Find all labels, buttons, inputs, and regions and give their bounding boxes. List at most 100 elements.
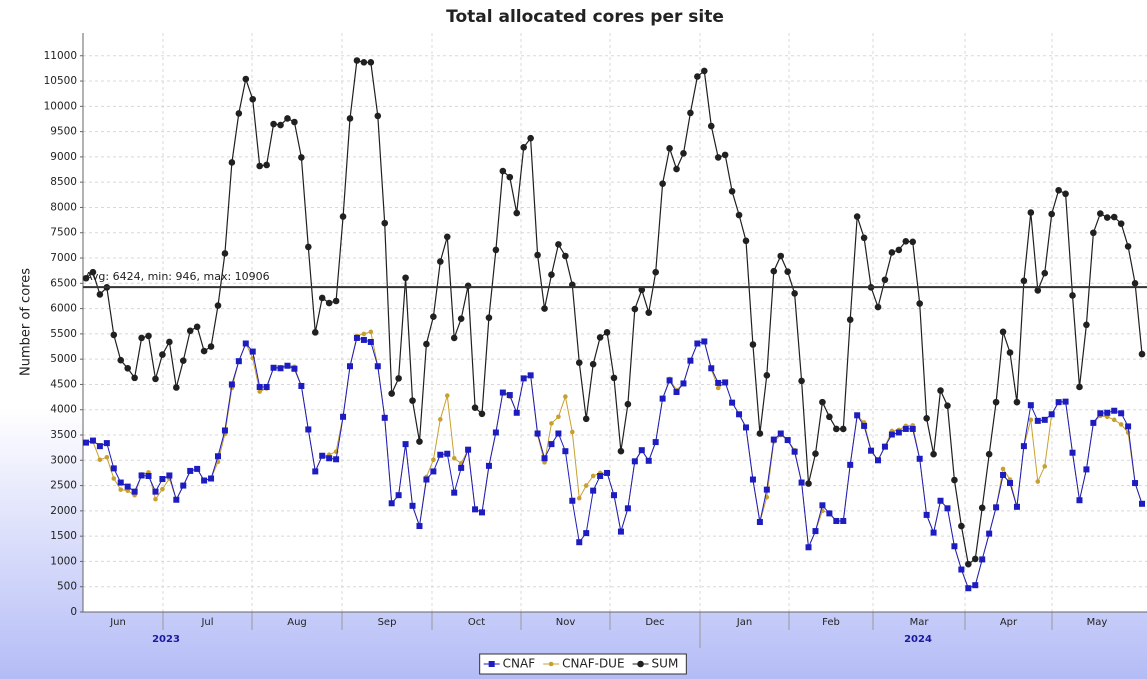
point	[249, 95, 257, 103]
point	[570, 429, 575, 435]
point	[923, 511, 930, 518]
x-year-label: 2023	[152, 634, 180, 645]
point	[145, 332, 152, 340]
point	[707, 122, 715, 130]
plot-area	[83, 33, 1147, 612]
point	[471, 404, 479, 412]
point	[159, 351, 166, 358]
point	[1027, 402, 1034, 409]
x-tick-label: Apr	[1000, 617, 1018, 628]
point	[548, 441, 555, 448]
point	[117, 479, 124, 486]
y-tick-label: 8000	[50, 201, 77, 213]
point	[1118, 422, 1124, 427]
point	[257, 389, 262, 394]
point	[110, 331, 118, 339]
point	[624, 505, 631, 512]
x-tick-label: Oct	[468, 617, 485, 628]
point	[1097, 410, 1104, 417]
point	[284, 362, 291, 369]
point	[756, 430, 764, 437]
point	[555, 430, 562, 437]
point	[777, 430, 784, 437]
point	[666, 144, 673, 152]
point	[187, 467, 194, 474]
x-tick-label: Feb	[822, 617, 840, 628]
point	[451, 489, 458, 496]
point	[1090, 229, 1097, 237]
point	[714, 154, 722, 161]
y-tick-label: 2000	[50, 505, 77, 517]
point	[513, 209, 521, 217]
point	[805, 480, 812, 487]
point	[1007, 480, 1013, 487]
point	[673, 165, 680, 173]
point	[138, 472, 145, 479]
point	[1125, 430, 1131, 435]
point	[360, 336, 367, 343]
point	[395, 375, 402, 382]
point	[888, 249, 896, 256]
point	[131, 488, 138, 495]
point	[582, 415, 590, 423]
point	[228, 159, 236, 166]
point	[118, 487, 124, 492]
x-tick-label: Jun	[109, 617, 126, 628]
y-tick-label: 9000	[50, 151, 77, 163]
point	[888, 431, 895, 438]
point	[339, 213, 347, 220]
point	[736, 411, 743, 418]
point	[353, 334, 360, 341]
point	[819, 502, 826, 509]
legend-label: CNAF	[503, 657, 536, 671]
point	[756, 518, 763, 525]
point	[611, 492, 617, 499]
y-tick-label: 9500	[50, 126, 77, 138]
point	[791, 448, 798, 455]
point	[409, 397, 416, 404]
point	[361, 331, 367, 337]
point	[541, 455, 548, 462]
y-tick-label: 7000	[50, 252, 77, 264]
point	[1034, 287, 1042, 294]
point	[527, 372, 534, 379]
point	[784, 268, 791, 275]
point	[479, 509, 485, 516]
point	[556, 414, 561, 420]
y-tick-label: 5000	[50, 353, 77, 365]
point	[944, 505, 951, 512]
point	[374, 363, 381, 370]
point	[166, 338, 173, 346]
point	[749, 341, 757, 348]
y-tick-label: 6000	[50, 303, 77, 315]
point	[722, 379, 729, 386]
point	[749, 476, 756, 483]
point	[478, 410, 486, 418]
point	[555, 241, 562, 248]
point	[874, 303, 882, 311]
point	[923, 415, 930, 422]
series-0	[83, 334, 1145, 592]
point	[402, 441, 409, 448]
point	[596, 334, 604, 341]
point	[353, 57, 361, 64]
point	[1097, 210, 1104, 217]
point	[325, 299, 333, 307]
point	[861, 422, 868, 429]
point	[381, 414, 388, 421]
point	[854, 412, 861, 419]
point	[916, 300, 923, 307]
point	[944, 402, 951, 409]
point	[215, 453, 221, 460]
y-tick-label: 6500	[50, 277, 77, 289]
annotation: Avg: 6424, min: 946, max: 10906	[85, 270, 270, 283]
point	[368, 329, 374, 335]
point	[160, 486, 165, 492]
point	[805, 544, 812, 551]
point	[1055, 186, 1062, 194]
x-tick-label: Mar	[910, 617, 930, 628]
point	[83, 439, 89, 446]
y-tick-label: 0	[70, 606, 77, 618]
point	[1125, 423, 1132, 430]
